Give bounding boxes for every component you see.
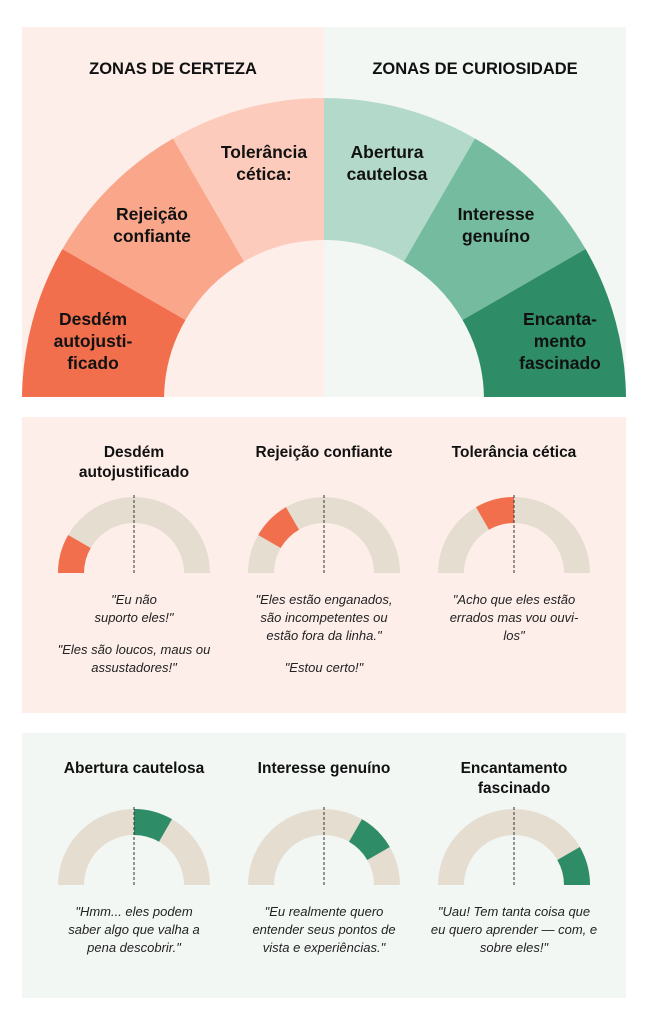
zone-label-4: Abertura cautelosa [347,142,428,184]
zone-label-5: Interesse genuíno [458,204,535,246]
zone-label-3: Tolerância cética: [221,142,308,184]
gauge-highlight [258,507,299,548]
gauge-card-2: Interesse genuíno "Eu realmente quero ent… [226,759,422,957]
gauge-dial [438,807,590,885]
gauge-title-text: Encantamento fascinado [460,760,568,797]
gauge-dial [248,495,400,573]
curiosity-heading: ZONAS DE CURIOSIDADE [372,60,577,78]
gauge-title: Interesse genuíno [226,759,422,799]
gauge-title: Encantamento fascinado [416,759,612,799]
gauge-quote: "Eles estão enganados, são incompetentes… [255,592,393,643]
gauge-card-1: Desdém autojustificado "Eu não suporto el… [36,443,232,677]
zone-label-1: Desdém autojusti-ficado [54,309,133,373]
gauge-card-1: Abertura cautelosa "Hmm... eles podem sab… [36,759,232,957]
gauge-card-2: Rejeição confiante "Eles estão enganados,… [226,443,422,677]
gauge-dial [58,495,210,573]
gauge-highlight [557,847,590,885]
zone-segment-2 [62,138,245,320]
gauge-quote: "Acho que eles estão errados mas vou ouv… [449,592,579,643]
curiosity-zones-panel: Abertura cautelosa "Hmm... eles podem sab… [22,733,626,998]
gauge-quote: "Estou certo!" [284,660,364,675]
gauge-card-3: Tolerância cética "Acho que eles estão er… [416,443,612,645]
gauge-dial [58,807,210,885]
gauge-quote: "Eles são loucos, maus ou assustadores!" [57,642,211,675]
gauge-quote: "Hmm... eles podem saber algo que valha … [68,904,200,955]
gauge-quote: "Eu realmente quero entender seus pontos… [252,904,396,955]
zone-segment-4 [324,98,475,262]
gauge-track [438,809,590,885]
zones-arc-diagram: Desdém autojusti-ficado Rejeição confiante T… [22,60,626,397]
gauge-track [438,497,590,573]
gauge-dial [248,807,400,885]
zone-label-6: Encanta-mento fascinado [519,309,601,373]
zone-segment-1 [22,249,186,397]
gauge-title: Abertura cautelosa [36,759,232,799]
gauge-dial [438,495,590,573]
gauge-quote: "Eu não suporto eles!" [94,592,174,625]
gauge-track [58,809,210,885]
certainty-heading: ZONAS DE CERTEZA [89,60,257,78]
gauge-title-text: Abertura cautelosa [63,760,205,777]
gauge-card-3: Encantamento fascinado "Uau! Tem tanta co… [416,759,612,957]
zone-segment-3 [173,98,324,262]
zone-label-2: Rejeição confiante [113,204,191,246]
gauge-title: Rejeição confiante [226,443,422,483]
gauge-highlight [58,535,91,573]
certainty-zones-panel: Desdém autojustificado "Eu não suporto el… [22,417,626,713]
gauge-highlight [349,819,390,860]
zone-segment-5 [404,138,586,320]
gauge-title-text: Interesse genuíno [257,760,391,777]
gauge-title: Desdém autojustificado [36,443,232,483]
gauge-highlight [134,809,172,842]
gauge-quote: "Uau! Tem tanta coisa que eu quero apren… [430,904,598,955]
gauge-title-text: Desdém autojustificado [78,444,190,481]
zone-segment-6 [462,249,626,397]
gauge-title: Tolerância cética [416,443,612,483]
gauge-title-text: Rejeição confiante [255,444,393,461]
gauge-highlight [476,497,514,530]
gauge-title-text: Tolerância cética [451,444,577,461]
gauge-track [58,497,210,573]
zones-hero: Desdém autojusti-ficado Rejeição confiante T… [22,27,626,397]
